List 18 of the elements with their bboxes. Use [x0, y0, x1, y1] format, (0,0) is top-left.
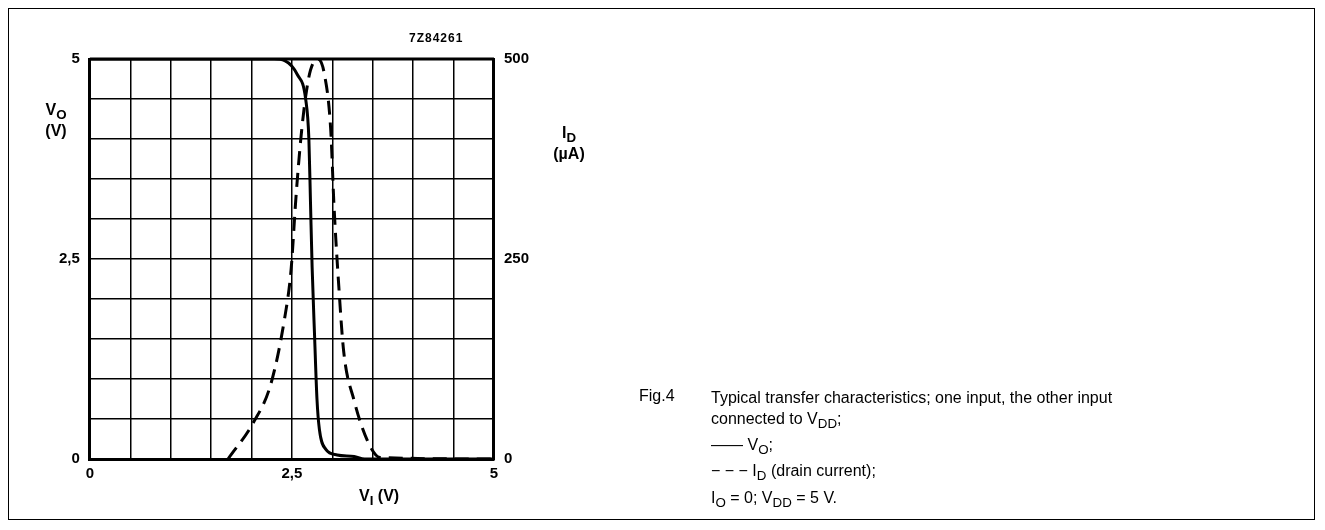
x-axis-title: V$_{I}$ (V) — [359, 487, 400, 509]
text: − − − I$_{D}$ (drain current); — [711, 461, 877, 486]
text: —— V$_{O}$; — [711, 435, 774, 460]
text: I$_{O}$ = 0; V$_{DD}$ = 5 V. — [711, 487, 839, 512]
caption: Fig.4 — [639, 387, 675, 405]
y-tick-label: 2,5 — [58, 249, 80, 267]
text: 7Z84261 — [409, 31, 464, 45]
y-tick-label: 0 — [71, 449, 80, 467]
x-tick-label: 2,5 — [281, 464, 303, 482]
x-tick-label: 5 — [489, 464, 499, 482]
y2-tick-label: 0 — [503, 449, 513, 467]
text: Typical transfer characteristics; one input, the other input connected to V$_{DD}$; — [711, 388, 1114, 434]
x-tick-label: 0 — [85, 464, 95, 482]
y2-tick-label: 250 — [503, 249, 529, 267]
y2-axis-title: I$_{D}$ (µA) — [552, 124, 586, 164]
y-tick-label: 5 — [71, 49, 80, 67]
y-axis-title: V$_{O}$ (V) — [44, 101, 68, 141]
y2-tick-label: 500 — [503, 49, 529, 67]
